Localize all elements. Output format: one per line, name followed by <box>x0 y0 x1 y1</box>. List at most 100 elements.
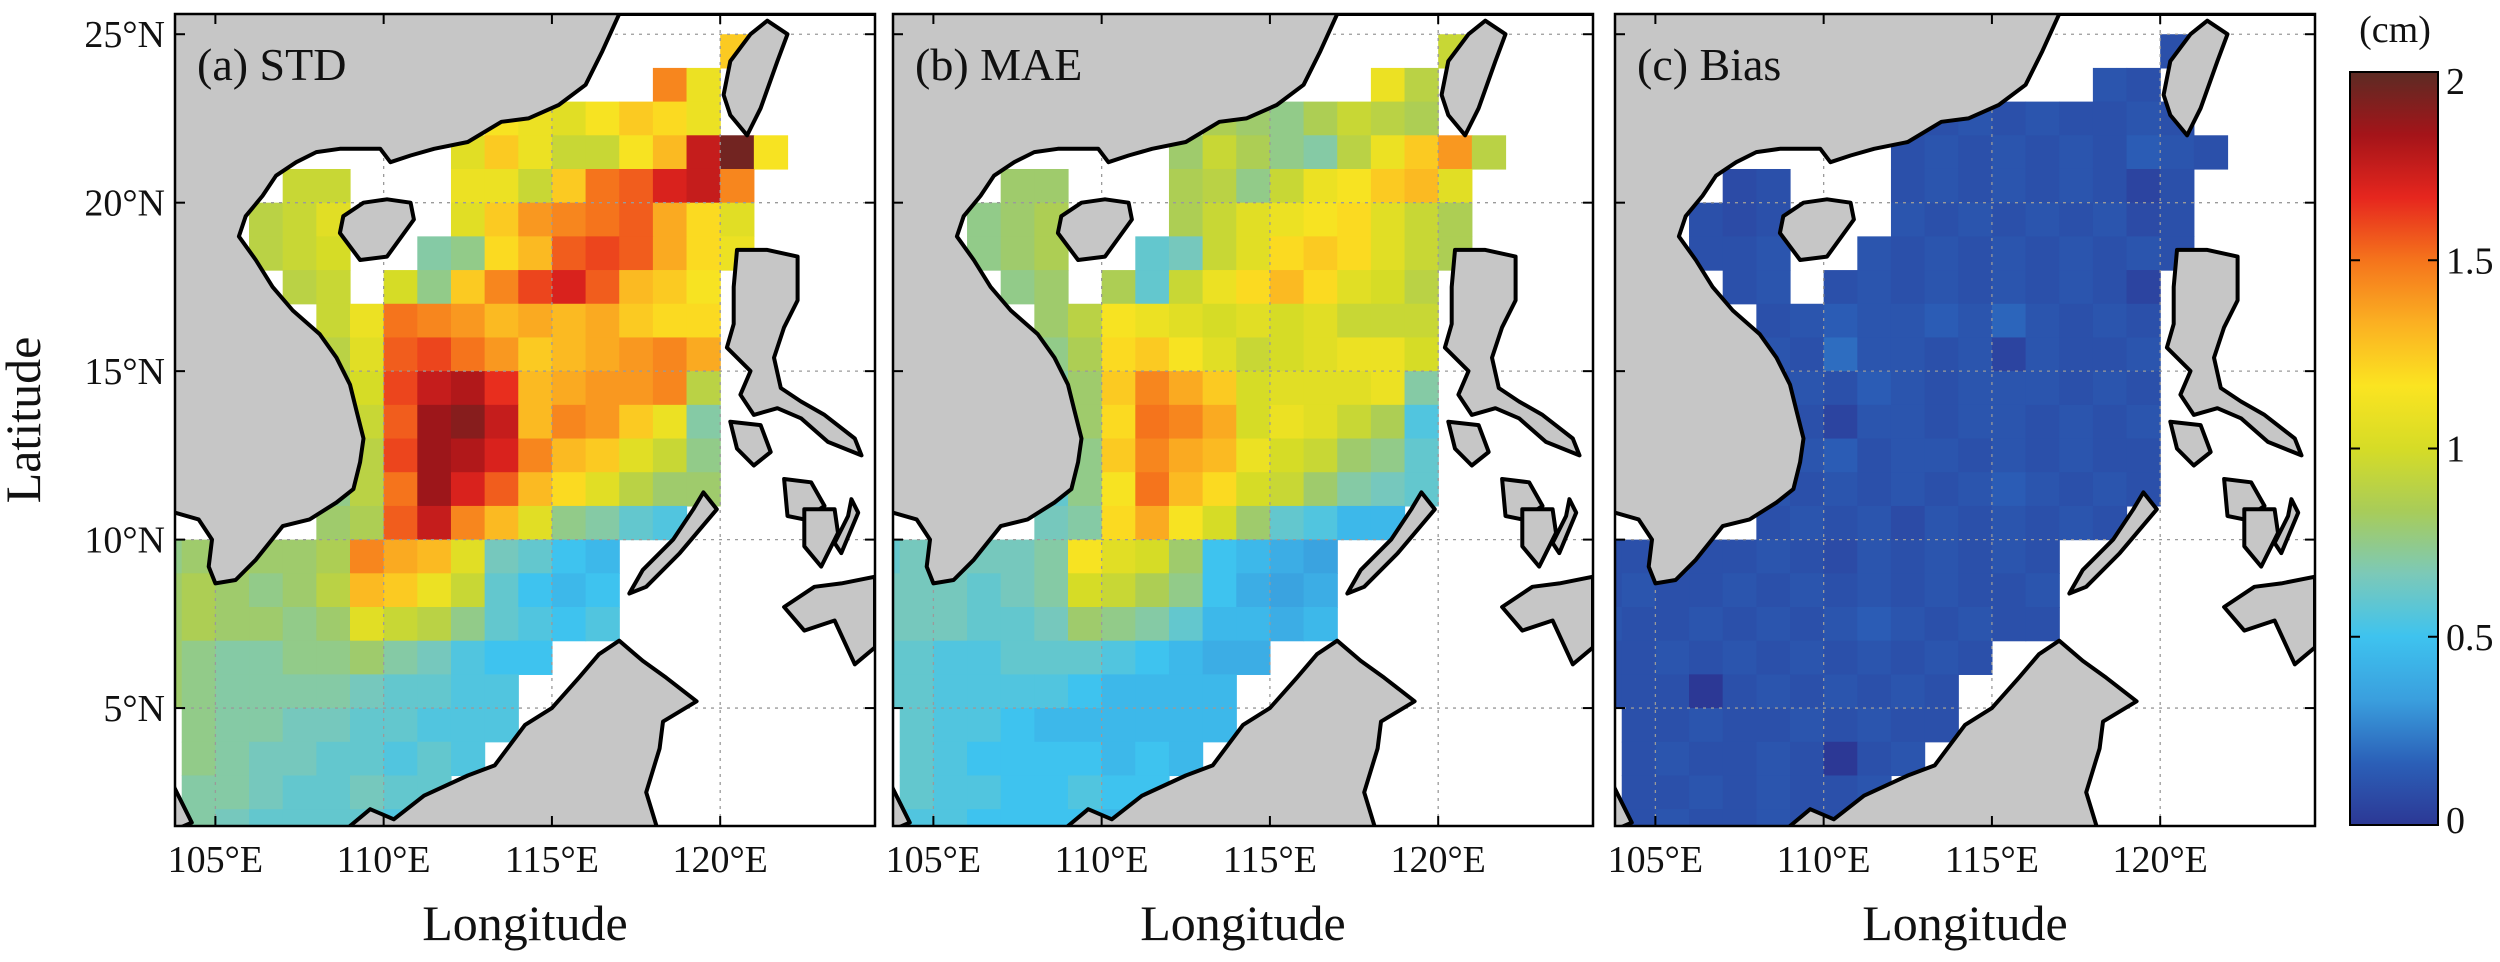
bias-grid-cell <box>1890 404 1926 440</box>
std-grid-cell <box>686 67 721 103</box>
std-grid-cell <box>686 168 721 204</box>
std-grid-cell <box>518 505 553 541</box>
bias-grid-cell <box>1958 438 1993 473</box>
mae-grid-cell <box>1168 168 1204 204</box>
std-lon-tick-label: 115°E <box>505 839 599 881</box>
std-grid-cell <box>686 404 721 440</box>
std-grid-cell <box>383 505 418 541</box>
mae-grid-cell <box>1370 168 1406 204</box>
mae-land-asia-mainland <box>893 14 1593 586</box>
std-grid-cell <box>249 741 284 777</box>
std-grid-cell <box>518 640 553 675</box>
mae-grid-cell <box>1168 303 1204 339</box>
std-grid-cell <box>619 135 654 170</box>
std-grid-cell <box>450 472 486 507</box>
std-grid-cell <box>350 303 385 339</box>
std-grid-cell <box>350 674 385 709</box>
bias-grid-cell <box>2092 371 2128 406</box>
bias-grid-cell <box>2059 135 2094 170</box>
mae-grid-cell <box>1168 640 1204 675</box>
bias-grid-cell <box>1790 640 1825 675</box>
bias-land-taiwan-island <box>2161 18 2230 138</box>
bias-grid-cell <box>1924 708 1959 743</box>
mae-grid-cell <box>933 809 968 826</box>
std-land-luzon-island <box>724 247 864 458</box>
std-grid-cell <box>350 505 385 541</box>
mae-grid-cell <box>893 674 901 709</box>
mae-grid-cell <box>1438 168 1473 204</box>
bias-grid-cell <box>1890 708 1926 743</box>
mae-grid-cell <box>893 573 901 608</box>
std-grid-cell <box>282 573 317 608</box>
bias-grid-cell <box>1689 573 1724 608</box>
std-grid-cell <box>518 472 553 507</box>
std-grid-cell <box>316 674 351 709</box>
bias-grid-cell <box>1790 607 1825 642</box>
mae-grid-cell <box>1269 505 1305 541</box>
bias-grid-cell <box>2059 202 2094 237</box>
colorbar-tick-label: 2 <box>2446 61 2465 103</box>
mae-grid-cell <box>1101 539 1136 574</box>
bias-grid-cell <box>1991 573 2027 608</box>
std-grid-cell <box>585 270 620 305</box>
panel-mae-cells <box>893 34 1507 826</box>
std-grid-cell <box>619 337 654 372</box>
mae-grid-cell <box>1337 236 1372 271</box>
panel-mae-ticks: 105°E 110°E 115°E 120°E <box>886 14 1593 881</box>
bias-land-hainan-island <box>1777 197 1856 262</box>
mae-grid-cell <box>1168 270 1204 305</box>
bias-grid-cell <box>1621 573 1656 608</box>
mae-grid-cell <box>1404 168 1439 204</box>
bias-grid-cell <box>2126 270 2161 305</box>
std-grid-cell <box>350 640 385 675</box>
std-grid-cell <box>518 371 553 406</box>
mae-grid-cell <box>1337 270 1372 305</box>
bias-grid-cell <box>1991 270 2027 305</box>
bias-grid-cell <box>1857 472 1892 507</box>
mae-grid-cell <box>1202 337 1237 372</box>
std-grid-cell <box>585 236 620 271</box>
mae-grid-cell <box>1000 168 1035 204</box>
mae-grid-cell <box>1168 202 1204 237</box>
bias-grid-cell <box>1615 607 1623 642</box>
std-grid-cell <box>181 674 216 709</box>
std-land-cebu-island <box>832 497 861 556</box>
y-axis-title: Latitude <box>0 337 51 504</box>
std-grid-cell <box>417 337 452 372</box>
bias-grid-cell <box>2025 337 2060 372</box>
bias-grid-cell <box>1621 607 1656 642</box>
std-grid-cell <box>417 371 452 406</box>
std-grid-cell <box>350 539 385 574</box>
bias-grid-cell <box>2059 505 2094 541</box>
bias-grid-cell <box>2025 539 2060 574</box>
mae-grid-cell <box>1000 607 1035 642</box>
std-grid-cell <box>585 438 620 473</box>
bias-grid-cell <box>1823 270 1858 305</box>
std-grid-cell <box>175 573 183 608</box>
std-grid-cell <box>518 539 553 574</box>
mae-grid-cell <box>967 573 1002 608</box>
bias-grid-cell <box>1890 202 1926 237</box>
std-grid-cell <box>350 775 385 810</box>
std-grid-cell <box>551 505 587 541</box>
mae-grid-cell <box>1034 168 1069 204</box>
mae-grid-cell <box>1236 135 1271 170</box>
mae-grid-cell <box>1303 303 1338 339</box>
std-grid-cell <box>686 371 721 406</box>
panel-std: 105°E 110°E 115°E 120°E5°N10°N15°N20°N25°N … <box>84 12 877 951</box>
std-grid-cell <box>619 236 654 271</box>
std-lon-tick-label: 105°E <box>168 839 263 881</box>
mae-grid-cell <box>1135 741 1170 777</box>
mae-grid-cell <box>1236 404 1271 440</box>
std-grid-cell <box>417 404 452 440</box>
mae-grid-cell <box>1438 135 1473 170</box>
bias-grid-cell <box>1924 640 1959 675</box>
mae-grid-cell <box>1303 438 1338 473</box>
mae-grid-cell <box>1236 236 1271 271</box>
mae-grid-cell <box>1168 472 1204 507</box>
bias-grid-cell <box>1857 607 1892 642</box>
bias-grid-cell <box>1890 337 1926 372</box>
mae-grid-cell <box>1135 708 1170 743</box>
std-grid-cell <box>652 236 688 271</box>
